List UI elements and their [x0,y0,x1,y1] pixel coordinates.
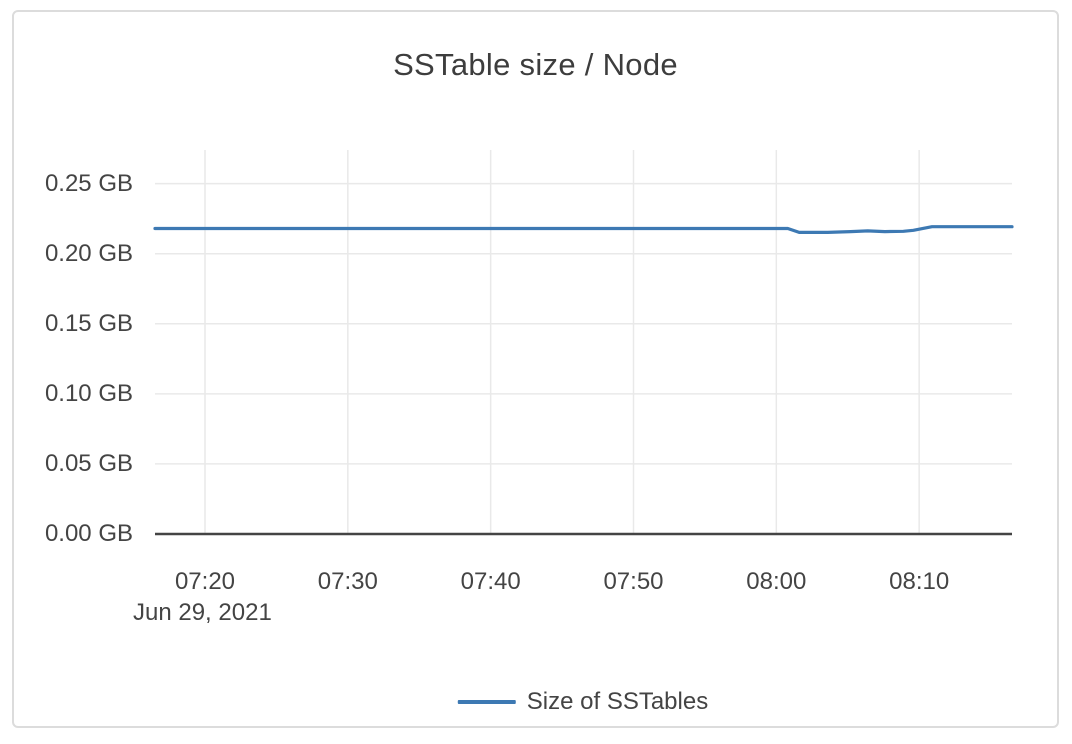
y-tick-label: 0.00 GB [44,520,133,547]
legend-series-label: Size of SSTables [526,688,709,715]
chart-title: SSTable size / Node [393,47,678,82]
legend-item-size-of-sstables[interactable]: Size of SSTables [457,687,709,717]
series-line [153,225,1014,234]
chart-card [12,10,1059,728]
x-axis-date-label: Jun 29, 2021 [133,599,272,626]
x-tick-label: 07:40 [460,568,521,595]
y-tick-label: 0.25 GB [44,169,133,197]
y-tick-label: 0.20 GB [44,239,133,267]
y-tick-label: 0.15 GB [44,309,133,337]
y-tick-label: 0.10 GB [44,379,133,407]
x-tick-label: 07:30 [317,568,378,595]
x-tick-label: 08:00 [746,568,807,595]
legend-line-swatch [457,700,516,704]
x-tick-label: 07:50 [603,568,664,595]
x-tick-label: 07:20 [174,568,236,595]
x-tick-label: 08:10 [889,568,950,595]
y-tick-label: 0.05 GB [44,449,133,477]
